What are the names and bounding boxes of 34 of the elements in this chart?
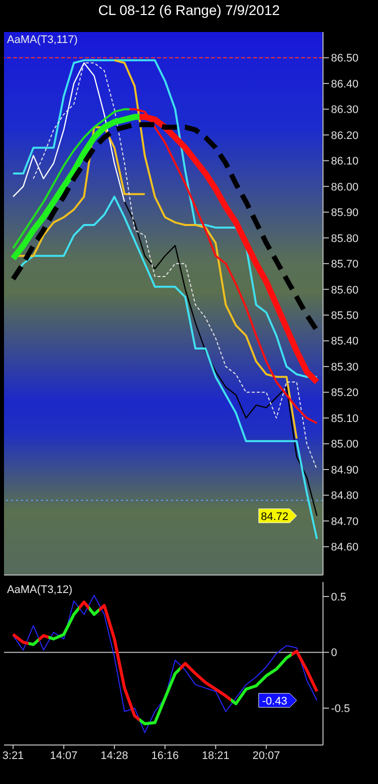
x-tick-label: 20:07 [252, 750, 280, 762]
annotation: -0.43 [262, 695, 288, 708]
y-tick-label: 85.00 [331, 438, 359, 451]
y-tick-label: 84.70 [331, 516, 359, 528]
x-tick-label: 3:21 [2, 750, 24, 762]
x-tick-label: 18:21 [202, 750, 230, 762]
y-tick-label: 85.60 [331, 284, 359, 296]
y-tick-label: 85.50 [331, 310, 359, 322]
y-tick-label: 86.00 [331, 181, 359, 194]
x-tick-label: 14:28 [100, 750, 128, 762]
y-tick-label: 86.50 [331, 52, 359, 65]
x-tick-label: 14:07 [50, 750, 78, 762]
annotation: AaMA(T3,12) [7, 584, 72, 596]
y-tick-label: 85.80 [331, 232, 359, 245]
x-tick-label: 16:16 [151, 750, 179, 762]
y-tick-label: 84.90 [331, 464, 359, 476]
annotation: 84.72 [260, 510, 288, 523]
y-tick-label: 85.40 [331, 336, 359, 348]
y-tick-label: 85.20 [331, 387, 359, 400]
y-tick-label: 86.40 [331, 78, 359, 90]
y-tick-label: 84.60 [331, 542, 359, 554]
chart-title: CL 08-12 (6 Range) 7/9/2012 [97, 2, 281, 18]
y-tick-label: 85.30 [331, 361, 359, 374]
y-tick-label: 86.20 [331, 130, 359, 142]
annotation: AaMA(T3,117) [7, 34, 78, 46]
y-tick-label: 84.80 [331, 490, 359, 502]
y-tick-label: 0 [331, 647, 338, 660]
y-tick-label: 85.90 [331, 207, 359, 220]
y-tick-label: 0.5 [331, 591, 346, 604]
y-tick-label: -0.5 [331, 703, 350, 716]
y-tick-label: 85.70 [331, 258, 359, 271]
y-tick-label: 85.10 [331, 412, 359, 425]
y-tick-label: 86.10 [331, 156, 359, 168]
y-tick-label: 86.30 [331, 104, 359, 116]
